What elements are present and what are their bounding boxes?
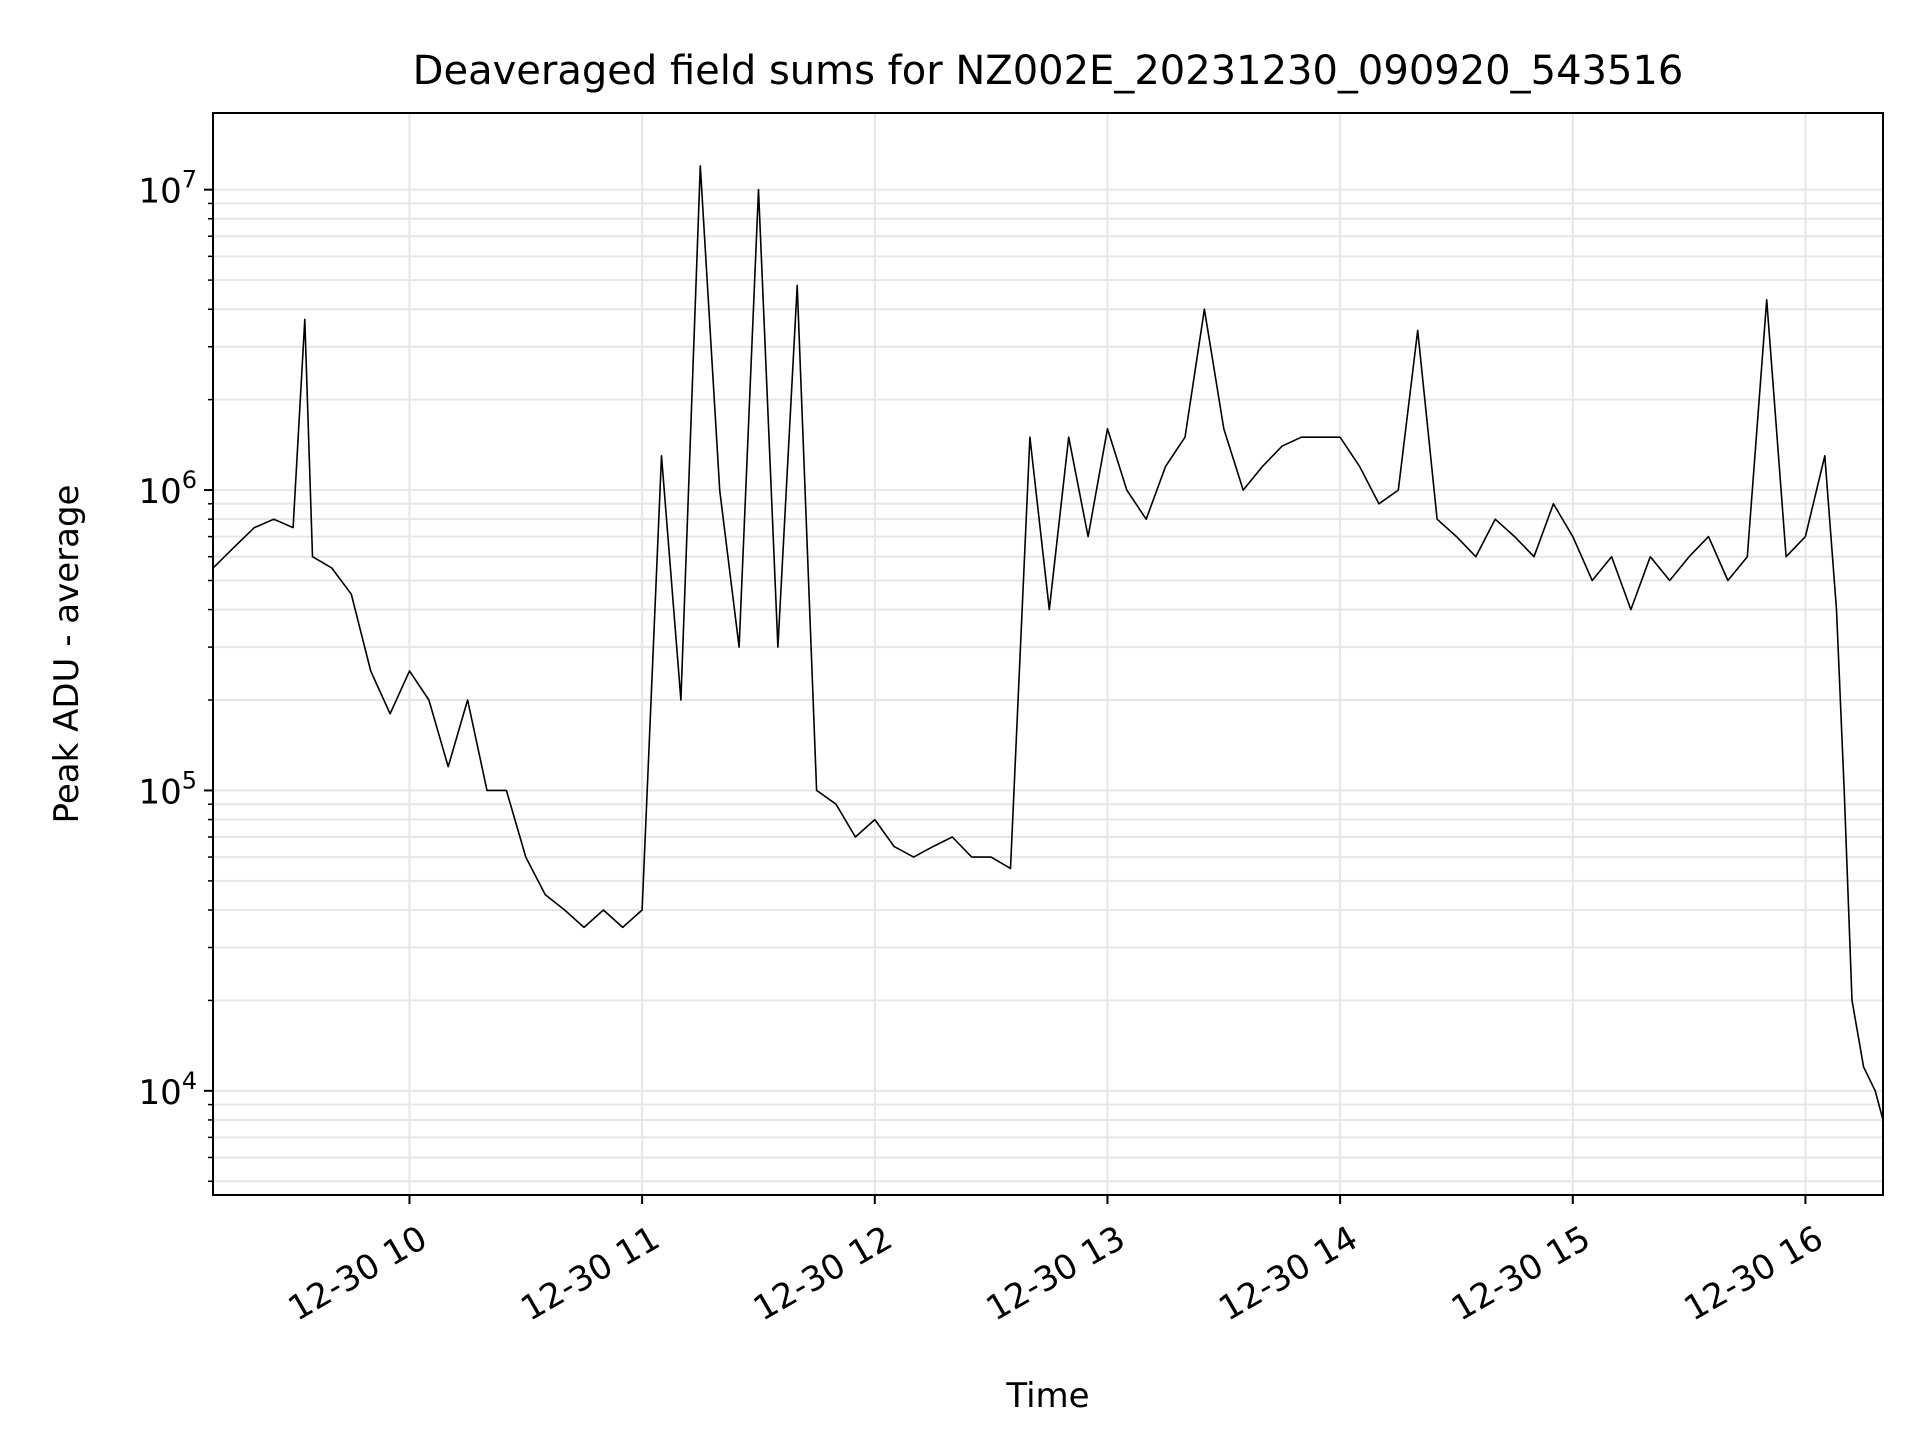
y-tick-label: 104 bbox=[138, 1067, 197, 1113]
plot-area bbox=[213, 113, 1883, 1195]
grid bbox=[213, 113, 1883, 1195]
chart-title: Deaveraged field sums for NZ002E_2023123… bbox=[413, 48, 1684, 94]
y-tick-label: 107 bbox=[138, 166, 197, 212]
x-ticks: 12-30 10 12-30 11 12-30 12 12-30 13 12-30 14… bbox=[282, 1195, 1830, 1329]
y-axis-label: Peak ADU - average bbox=[47, 485, 87, 824]
x-tick-label: 12-30 15 bbox=[1445, 1218, 1597, 1329]
y-tick-label: 105 bbox=[138, 766, 197, 812]
x-tick-label: 12-30 13 bbox=[980, 1218, 1132, 1329]
x-tick-label: 12-30 16 bbox=[1678, 1218, 1830, 1329]
x-tick-label: 12-30 10 bbox=[282, 1218, 434, 1329]
x-tick-label: 12-30 11 bbox=[514, 1218, 666, 1329]
plot-frame bbox=[212, 112, 1884, 1196]
x-axis-label: Time bbox=[1005, 1376, 1089, 1416]
series-layer bbox=[212, 165, 1884, 1121]
x-tick-label: 12-30 14 bbox=[1212, 1218, 1364, 1329]
x-tick-label: 12-30 12 bbox=[747, 1218, 899, 1329]
y-tick-label: 106 bbox=[138, 466, 197, 512]
series-line bbox=[212, 165, 1884, 1121]
y-ticks: 104 105 106 107 bbox=[138, 166, 213, 1183]
